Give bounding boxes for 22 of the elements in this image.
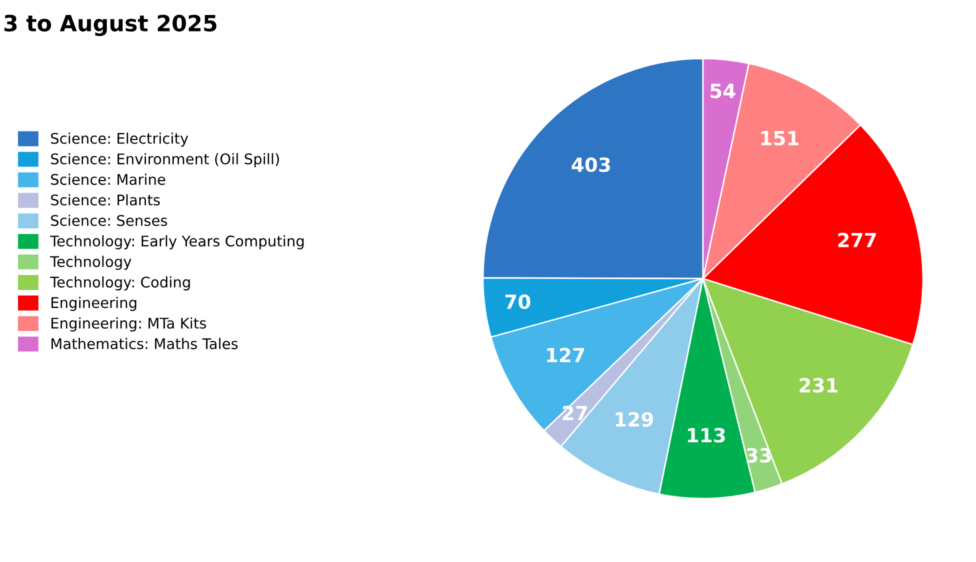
legend-label: Mathematics: Maths Tales — [52, 338, 238, 350]
data-label: 277 — [838, 232, 876, 248]
data-label: 151 — [761, 131, 798, 146]
chart-title: 3 to August 2025 — [4, 14, 216, 36]
data-label: 113 — [688, 428, 725, 443]
legend-label: Engineering: MTa Kits — [52, 317, 206, 332]
legend-label: Engineering — [52, 296, 136, 311]
legend-label: Science: Environment (Oil Spill) — [51, 153, 279, 168]
data-label: 403 — [572, 157, 610, 172]
legend-label: Science: Electricity — [51, 132, 188, 147]
legend-label: Technology: Coding — [50, 276, 190, 290]
legend-label: Science: Plants — [51, 194, 160, 206]
data-label: 129 — [616, 412, 653, 427]
data-label: 70 — [505, 294, 530, 310]
legend-label: Technology: Early Years Computing — [50, 235, 304, 250]
data-label: 231 — [800, 378, 838, 393]
data-label: 27 — [562, 406, 587, 420]
data-label: 127 — [547, 348, 584, 362]
legend-label: Science: Senses — [51, 214, 168, 226]
data-label: 54 — [710, 84, 736, 98]
legend-label: Technology — [50, 256, 132, 270]
legend-label: Science: Marine — [51, 174, 166, 185]
